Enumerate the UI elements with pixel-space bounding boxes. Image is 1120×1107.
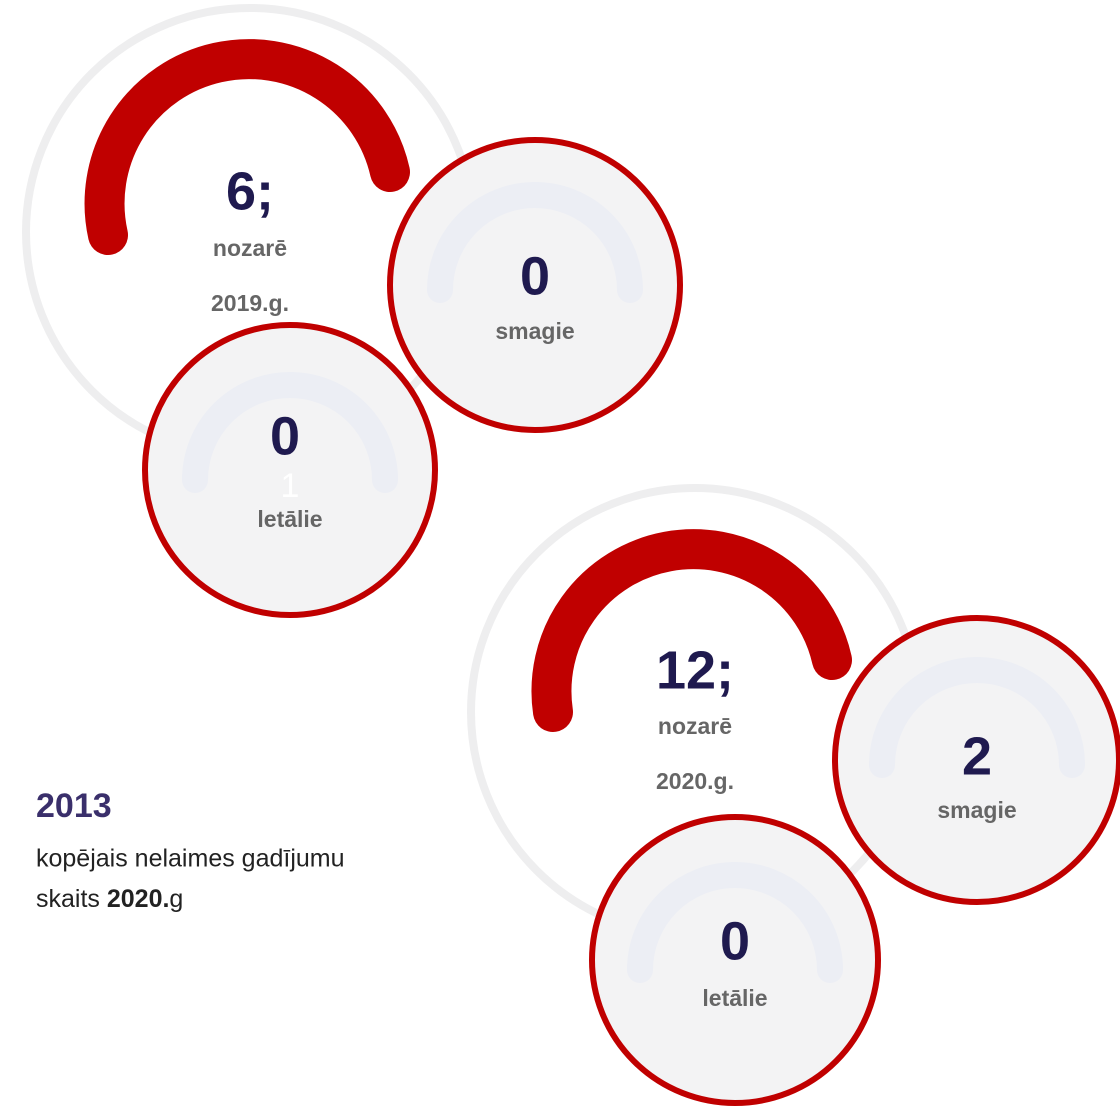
- year-label: 2020.g.: [656, 768, 734, 794]
- fatal-label: letālie: [257, 506, 322, 532]
- summary-line: kopējais nelaimes gadījumu: [36, 845, 345, 873]
- gauge-arc: [84, 39, 410, 255]
- severe-value: 0: [520, 246, 550, 306]
- summary-line: skaits 2020.g: [36, 885, 183, 913]
- total-value: 12;: [656, 640, 734, 700]
- severe-value: 2: [962, 726, 992, 786]
- summary-bold: 2020.: [107, 885, 170, 913]
- total-label: nozarē: [658, 713, 732, 739]
- year-label: 2019.g.: [211, 290, 289, 316]
- fatal-circle: [142, 322, 438, 618]
- inner-arc: [182, 372, 398, 493]
- summary-text: g: [169, 885, 183, 913]
- fatal-label: letālie: [702, 985, 767, 1011]
- total-value: 6;: [226, 161, 274, 221]
- summary-number: 2013: [36, 787, 112, 825]
- inner-arc: [627, 862, 843, 983]
- fatal-value: 0: [270, 406, 300, 466]
- ghost-value: 1: [281, 467, 300, 505]
- inner-arc: [869, 657, 1085, 778]
- severe-label: smagie: [937, 797, 1016, 823]
- summary-text: skaits: [36, 885, 100, 913]
- inner-arc: [427, 182, 643, 303]
- fatal-circle: [589, 814, 881, 1106]
- fatal-value: 0: [720, 911, 750, 971]
- total-label: nozarē: [213, 235, 287, 261]
- gauge-arc: [531, 529, 852, 732]
- severe-label: smagie: [495, 318, 574, 344]
